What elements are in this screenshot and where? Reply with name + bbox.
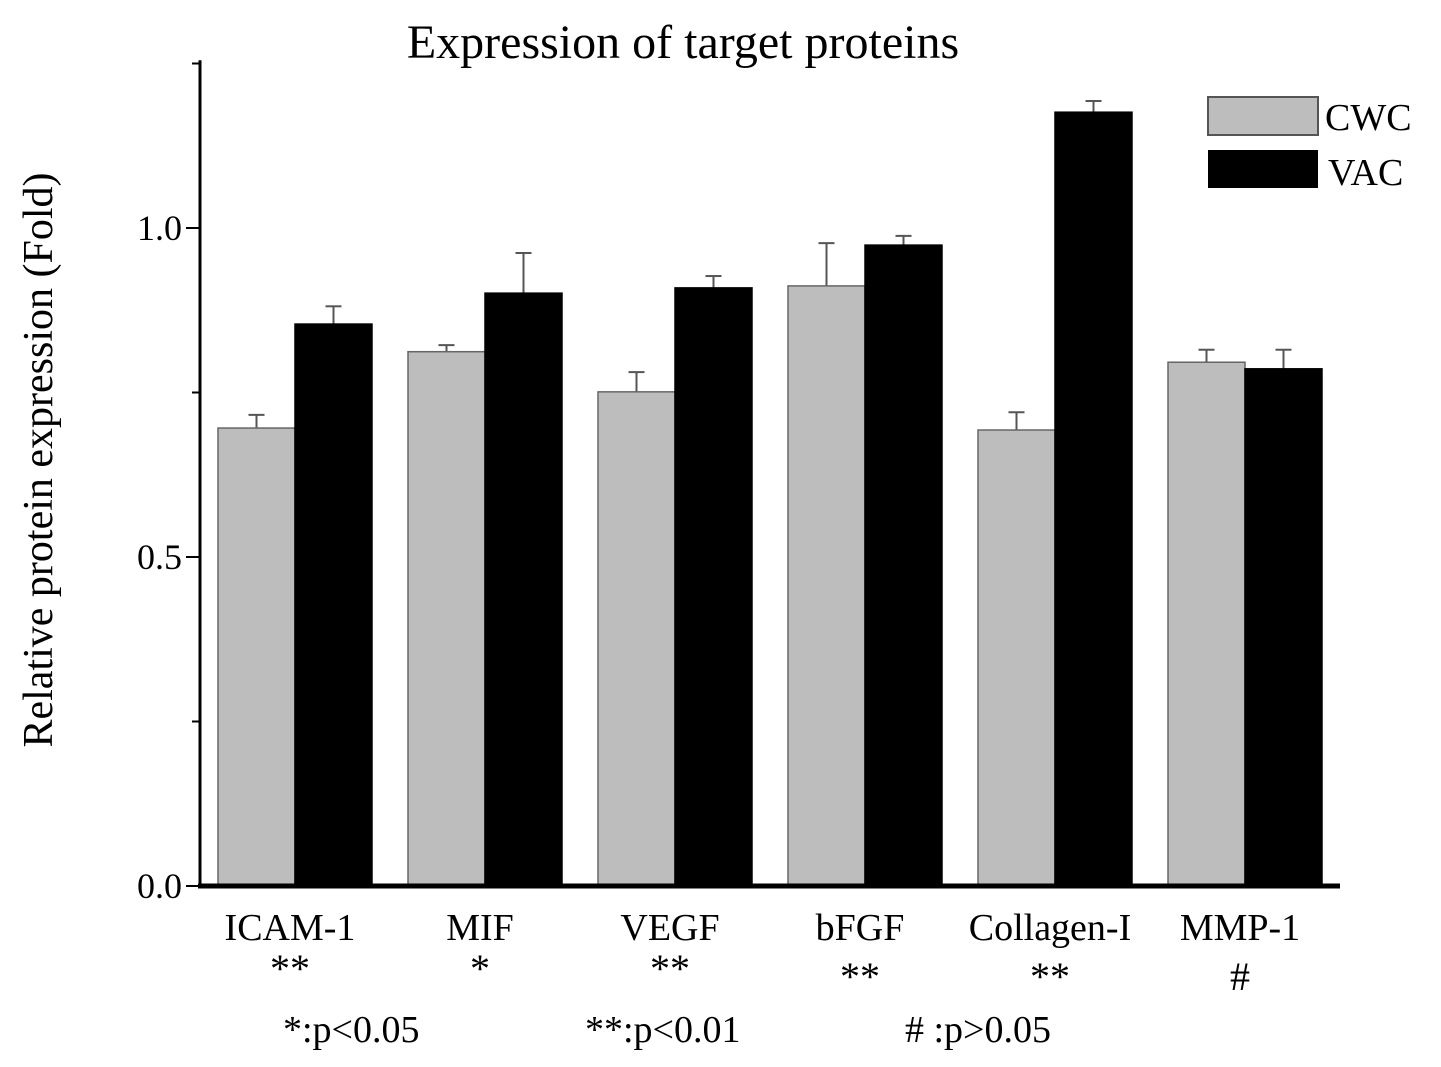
x-tick-label: MMP-1 — [1180, 907, 1300, 949]
bar-cwc — [217, 427, 296, 887]
y-tick-label: 1.0 — [137, 208, 182, 248]
x-tick-label: VEGF — [620, 907, 719, 949]
significance-mark: # — [1230, 954, 1250, 999]
legend-label-vac: VAC — [1328, 152, 1403, 194]
bar-vac — [864, 244, 943, 887]
significance-mark: ** — [270, 946, 310, 991]
footnote-p005-ns: # :p>0.05 — [905, 1009, 1051, 1051]
bar-vac — [1054, 111, 1133, 887]
legend: CWC VAC — [1207, 96, 1412, 194]
y-axis-label: Relative protein expression (Fold) — [16, 172, 62, 747]
bar-cwc — [977, 429, 1056, 887]
bar-vac — [484, 292, 563, 887]
bar-cwc — [597, 391, 676, 887]
footnote-p001: **:p<0.01 — [585, 1009, 741, 1051]
significance-mark: ** — [1030, 954, 1070, 999]
significance-mark: ** — [840, 954, 880, 999]
bar-vac — [294, 323, 373, 887]
footnote-p005: *:p<0.05 — [283, 1009, 420, 1051]
bar-vac — [1244, 368, 1323, 887]
y-tick-label: 0.5 — [137, 537, 182, 577]
significance-mark: ** — [650, 946, 690, 991]
bar-cwc — [407, 350, 486, 887]
x-tick-label: ICAM-1 — [225, 907, 356, 949]
legend-swatch-vac — [1208, 150, 1318, 188]
y-tick-label: 0.0 — [137, 866, 182, 906]
significance-mark: * — [470, 946, 490, 991]
chart-title: Expression of target proteins — [407, 16, 959, 69]
x-tick-label: MIF — [446, 907, 514, 949]
bar-cwc — [1167, 361, 1246, 887]
bar-vac — [674, 287, 753, 887]
x-tick-label: Collagen-I — [969, 907, 1132, 949]
legend-label-cwc: CWC — [1325, 97, 1412, 139]
legend-swatch-cwc — [1207, 96, 1319, 136]
x-tick-label: bFGF — [816, 907, 905, 949]
bar-cwc — [787, 285, 866, 887]
